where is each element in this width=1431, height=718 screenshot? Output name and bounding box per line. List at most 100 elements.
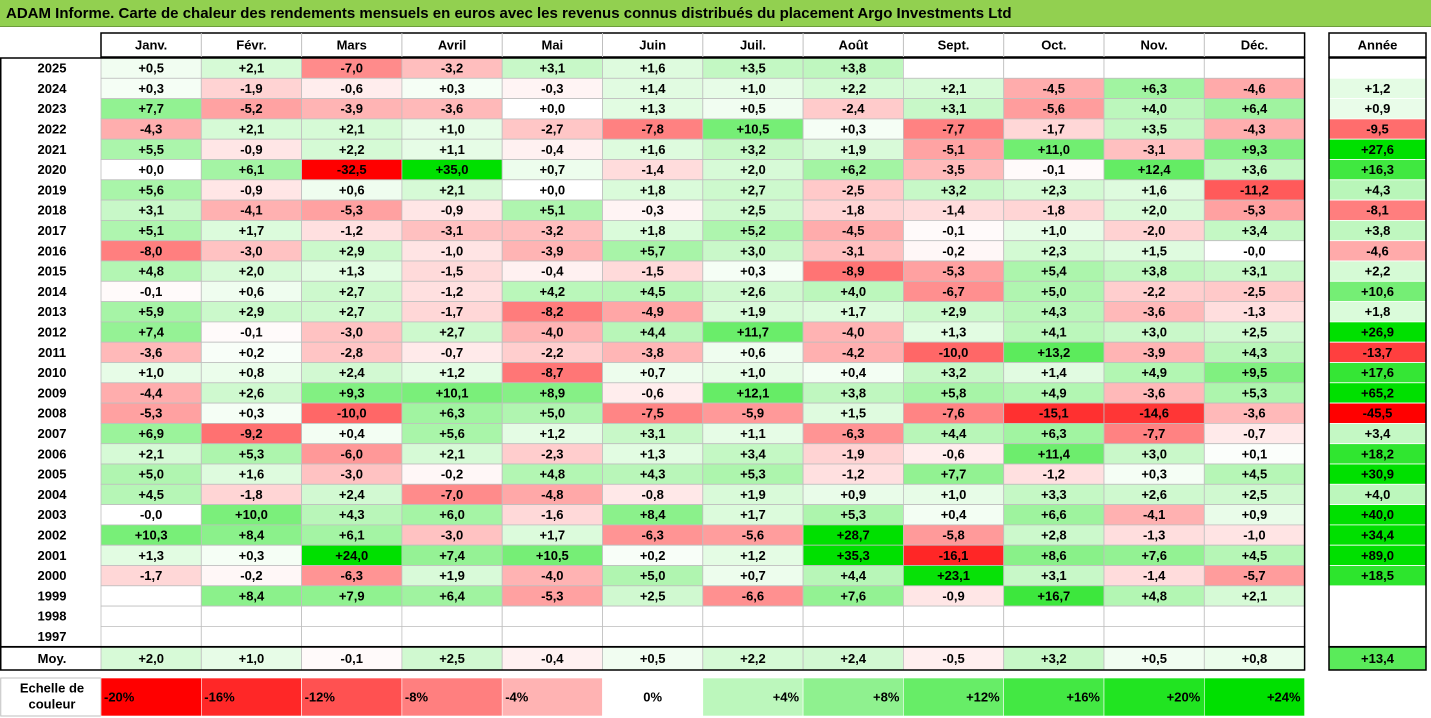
cell-value: +2,7	[339, 284, 365, 299]
annual-value: +4,0	[1365, 487, 1391, 502]
cell-value: +1,1	[439, 142, 465, 157]
cell-value: -14,6	[1139, 406, 1169, 421]
cell-value: +0,6	[339, 182, 365, 197]
cell-value: -4,1	[1143, 507, 1165, 522]
cell-value: +35,0	[436, 162, 469, 177]
cell-value: -8,2	[541, 304, 563, 319]
year-label: 2004	[38, 487, 68, 502]
cell-value: +4,8	[540, 467, 566, 482]
annual-value: +1,2	[1365, 81, 1391, 96]
cell-value: -6,3	[641, 527, 663, 542]
cell-value: +1,0	[941, 487, 967, 502]
cell-value: -1,2	[1043, 467, 1065, 482]
cell-value: -1,5	[441, 264, 463, 279]
cell-value: +2,7	[740, 182, 766, 197]
cell-value: +6,6	[1041, 507, 1067, 522]
cell-value: -1,2	[441, 284, 463, 299]
average-value: -0,5	[942, 651, 964, 666]
annual-value: -8,1	[1366, 203, 1388, 218]
year-label: 2014	[38, 284, 68, 299]
cell-value: +2,5	[1242, 324, 1268, 339]
cell-value: +1,7	[239, 223, 265, 238]
cell-value: -11,2	[1240, 182, 1269, 197]
month-header: Mai	[542, 37, 564, 52]
cell-value: +2,9	[339, 243, 365, 258]
annual-value: +34,4	[1361, 527, 1395, 542]
cell-value: +1,4	[640, 81, 666, 96]
month-header: Févr.	[236, 37, 266, 52]
cell-value: +1,9	[439, 568, 465, 583]
scale-label-line1: Echelle de	[20, 680, 84, 695]
month-header: Déc.	[1241, 37, 1268, 52]
heatmap-cell	[1203, 57, 1306, 79]
cell-value: +4,8	[1141, 588, 1167, 603]
annual-value: +17,6	[1361, 365, 1394, 380]
heatmap-cell	[200, 605, 303, 627]
cell-value: -3,9	[541, 243, 563, 258]
cell-value: +7,7	[138, 101, 164, 116]
cell-value: +2,1	[941, 81, 967, 96]
annual-value: +30,9	[1361, 467, 1394, 482]
cell-value: +6,3	[1141, 81, 1167, 96]
cell-value: +5,0	[138, 467, 164, 482]
cell-value: +16,7	[1037, 588, 1070, 603]
cell-value: -9,2	[240, 426, 262, 441]
cell-value: +5,7	[640, 243, 666, 258]
month-header: Janv.	[135, 37, 167, 52]
cell-value: +0,9	[1242, 507, 1268, 522]
year-label: 1998	[38, 609, 67, 624]
cell-value: +9,3	[1242, 142, 1268, 157]
cell-value: -1,3	[1143, 527, 1165, 542]
cell-value: +3,1	[540, 61, 566, 76]
heatmap-cell	[100, 626, 202, 648]
scale-step-label: +16%	[1066, 689, 1100, 704]
cell-value: +0,4	[941, 507, 967, 522]
heatmap-cell	[1203, 605, 1306, 627]
scale-step-label: -8%	[405, 689, 429, 704]
cell-value: +1,7	[740, 507, 766, 522]
scale-label-box	[0, 677, 102, 717]
cell-value: +5,4	[1041, 264, 1067, 279]
heatmap-cell	[903, 57, 1005, 79]
cell-value: -4,5	[842, 223, 864, 238]
cell-value: +2,2	[840, 81, 866, 96]
cell-value: +1,2	[540, 426, 566, 441]
heatmap-cell	[1003, 626, 1105, 648]
cell-value: -5,7	[1243, 568, 1265, 583]
scale-swatch	[100, 677, 202, 717]
cell-value: -15,1	[1039, 406, 1069, 421]
cell-value: -4,2	[842, 345, 864, 360]
report-title: ADAM Informe. Carte de chaleur des rende…	[0, 0, 1431, 27]
cell-value: +4,2	[540, 284, 566, 299]
cell-value: +1,0	[1041, 223, 1067, 238]
heatmap-cell	[401, 626, 503, 648]
cell-value: -0,1	[240, 324, 262, 339]
heatmap-cell	[501, 626, 603, 648]
cell-value: +2,5	[1242, 487, 1268, 502]
cell-value: +5,0	[640, 568, 666, 583]
cell-value: +0,7	[740, 568, 766, 583]
cell-value: -0,3	[541, 81, 563, 96]
cell-value: +2,1	[1242, 588, 1268, 603]
cell-value: +3,0	[1141, 324, 1167, 339]
cell-value: -10,0	[337, 406, 367, 421]
cell-value: +5,0	[1041, 284, 1067, 299]
heatmap-cell	[602, 605, 704, 627]
cell-value: +5,1	[540, 203, 566, 218]
year-label: 2000	[38, 568, 67, 583]
cell-value: -8,7	[541, 365, 563, 380]
average-label: Moy.	[38, 651, 67, 666]
annual-value: +1,8	[1365, 304, 1391, 319]
cell-value: +4,5	[1242, 467, 1268, 482]
cell-value: -0,4	[541, 142, 564, 157]
cell-value: +3,1	[941, 101, 967, 116]
year-label: 2012	[38, 324, 67, 339]
heatmap-cell	[501, 605, 603, 627]
cell-value: +6,4	[439, 588, 465, 603]
cell-value: +7,4	[138, 324, 164, 339]
cell-value: +0,5	[740, 101, 766, 116]
cell-value: -0,6	[942, 446, 964, 461]
heatmap-cell	[301, 605, 403, 627]
cell-value: -7,8	[641, 121, 663, 136]
cell-value: +5,2	[740, 223, 766, 238]
